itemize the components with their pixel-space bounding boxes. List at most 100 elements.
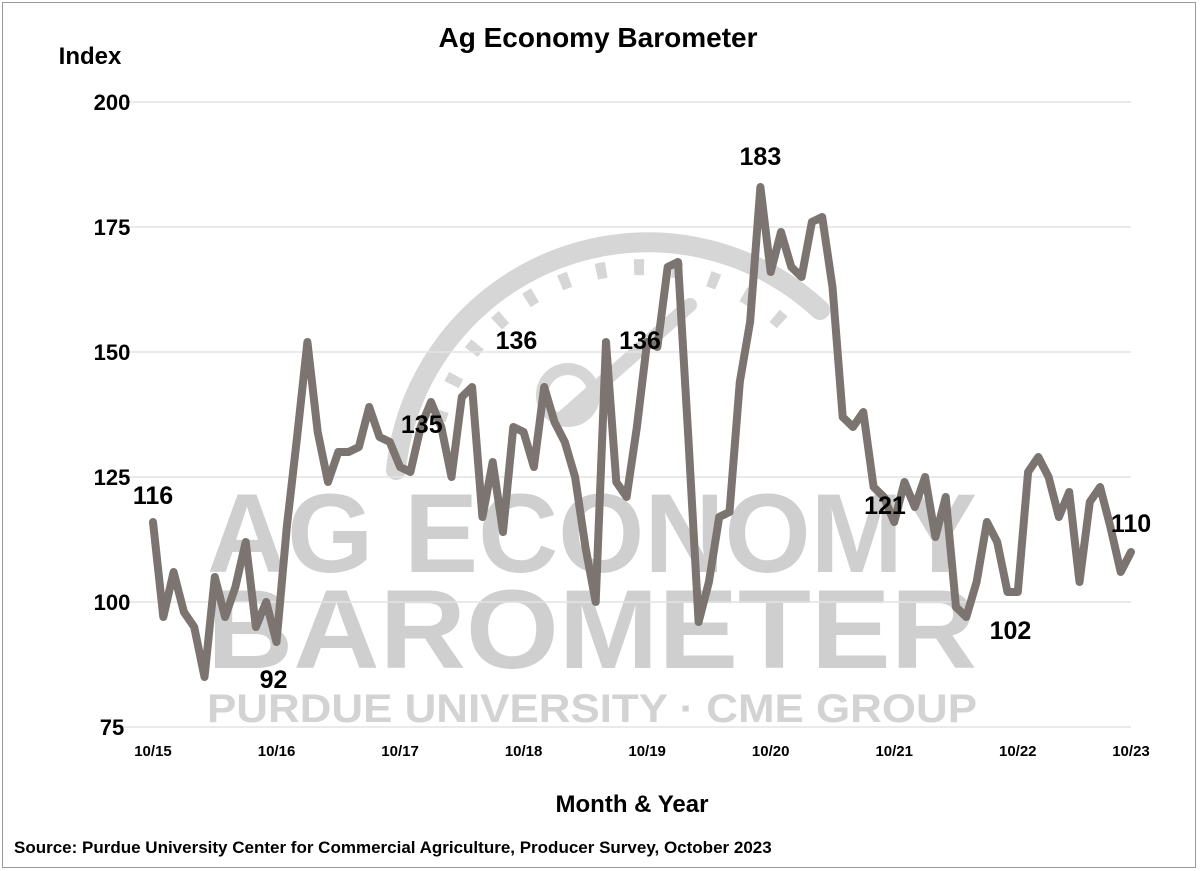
y-tick-label: 175 <box>94 215 131 240</box>
data-point <box>1057 516 1060 518</box>
data-point <box>965 616 968 618</box>
data-point <box>635 426 638 428</box>
data-point <box>265 601 268 603</box>
data-point <box>985 521 988 523</box>
data-point <box>1119 571 1122 573</box>
data-label: 183 <box>740 143 782 171</box>
data-label: 135 <box>401 411 443 439</box>
series-group <box>149 183 1135 681</box>
watermark-gauge-arc <box>386 232 830 480</box>
data-point <box>944 496 947 498</box>
data-label: 121 <box>864 492 906 520</box>
data-point <box>615 481 618 483</box>
data-point <box>327 481 330 483</box>
data-point <box>594 601 597 603</box>
data-point <box>172 571 175 573</box>
data-point <box>543 386 546 388</box>
data-labels: 116 92 135 136 136 183 121 102 110 <box>133 143 1151 694</box>
data-point <box>779 231 782 233</box>
data-label: 102 <box>990 617 1032 645</box>
data-point <box>800 276 803 278</box>
data-point <box>872 486 875 488</box>
x-tick-label: 10/20 <box>752 743 790 760</box>
data-point <box>481 516 484 518</box>
data-point <box>532 466 535 468</box>
data-point <box>738 381 741 383</box>
data-point <box>882 496 885 498</box>
data-point <box>625 496 628 498</box>
data-point <box>368 406 371 408</box>
data-point <box>790 266 793 268</box>
data-label: 92 <box>260 666 288 694</box>
y-tick-label: 200 <box>94 90 131 115</box>
data-point <box>1047 476 1050 478</box>
data-point <box>718 516 721 518</box>
data-point <box>893 521 896 523</box>
watermark-gauge-needle <box>553 298 697 427</box>
data-point <box>522 431 525 433</box>
data-point <box>677 261 680 263</box>
data-point <box>1027 471 1030 473</box>
data-point <box>563 441 566 443</box>
data-point <box>656 346 659 348</box>
data-point <box>1130 551 1132 553</box>
barometer-watermark: AG ECONOMY BAROMETER PURDUE UNIVERSITY ·… <box>207 232 977 731</box>
data-point <box>275 641 278 643</box>
data-point <box>254 626 257 628</box>
data-point <box>759 186 762 188</box>
data-point <box>996 541 999 543</box>
data-point <box>357 446 360 448</box>
x-tick-label: 10/19 <box>628 743 666 760</box>
data-point <box>1088 501 1091 503</box>
data-point <box>491 461 494 463</box>
data-point <box>316 431 319 433</box>
data-point <box>471 386 474 388</box>
data-point <box>182 611 185 613</box>
data-point <box>934 536 937 538</box>
data-point <box>1099 486 1102 488</box>
data-point <box>749 321 752 323</box>
x-tick-label: 10/17 <box>381 743 419 760</box>
data-point <box>687 436 690 438</box>
data-point <box>193 626 196 628</box>
data-point <box>337 451 340 453</box>
data-point <box>831 286 834 288</box>
watermark-line-3: PURDUE UNIVERSITY · CME GROUP <box>207 687 977 731</box>
y-tick-label: 150 <box>94 340 131 365</box>
data-point <box>697 621 700 623</box>
data-point <box>512 426 515 428</box>
y-axis-ticks: 75 100 125 150 175 200 <box>94 90 131 740</box>
data-point <box>162 616 165 618</box>
x-tick-label: 10/15 <box>134 743 172 760</box>
data-label: 116 <box>133 482 173 510</box>
data-point <box>841 416 844 418</box>
data-point <box>203 676 206 678</box>
data-label: 110 <box>1111 510 1151 538</box>
data-point <box>852 426 855 428</box>
x-tick-label: 10/16 <box>258 743 296 760</box>
data-point <box>234 586 237 588</box>
data-point <box>975 581 978 583</box>
data-point <box>213 576 216 578</box>
x-tick-label: 10/23 <box>1112 743 1150 760</box>
data-point <box>460 396 463 398</box>
data-point <box>347 451 350 453</box>
data-point <box>224 616 227 618</box>
data-label: 136 <box>496 327 538 355</box>
data-point <box>728 511 731 513</box>
data-point <box>440 426 443 428</box>
x-tick-label: 10/18 <box>505 743 543 760</box>
data-point <box>409 471 412 473</box>
x-axis-ticks: 10/15 10/16 10/17 10/18 10/19 10/20 10/21 10/22… <box>134 743 1150 760</box>
chart-title: Ag Economy Barometer <box>439 22 758 53</box>
data-point <box>903 481 906 483</box>
data-point <box>1016 591 1019 593</box>
data-point <box>769 271 772 273</box>
series-line <box>149 183 1135 681</box>
data-point <box>1109 526 1112 528</box>
data-point <box>1006 591 1009 593</box>
data-point <box>152 521 154 523</box>
data-point <box>584 546 587 548</box>
data-point <box>574 476 577 478</box>
